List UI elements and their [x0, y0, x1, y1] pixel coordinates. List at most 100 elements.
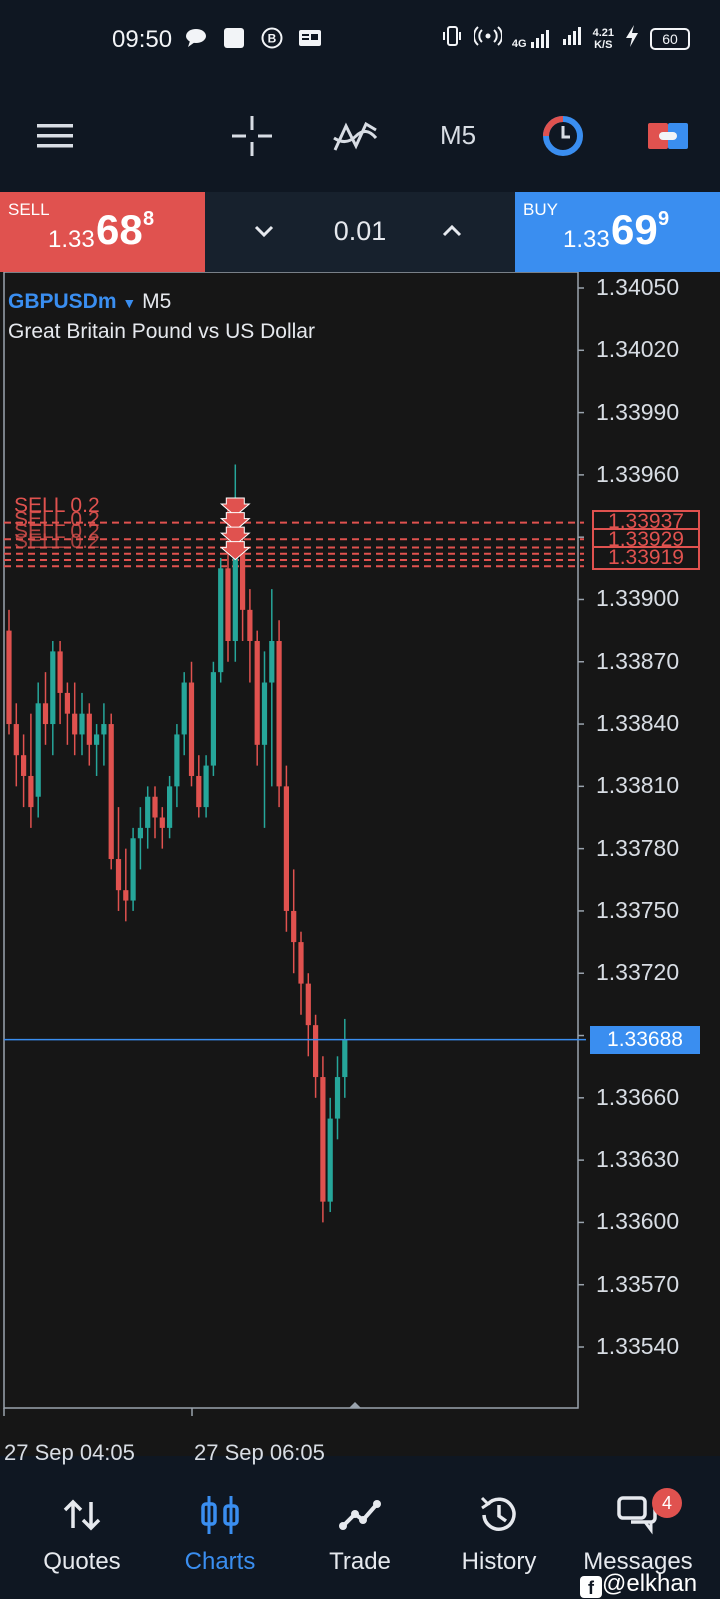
buy-label: BUY: [523, 200, 558, 219]
nav-quotes[interactable]: Quotes: [12, 1482, 152, 1592]
sell-price-pips: 68: [96, 206, 143, 253]
sell-arrow-icon: [219, 512, 251, 532]
y-axis-label: 1.33630: [596, 1146, 680, 1173]
candle-body: [50, 651, 56, 725]
volume-value[interactable]: 0.01: [333, 216, 387, 246]
candle-body: [210, 672, 216, 766]
nav-charts[interactable]: Charts: [150, 1482, 290, 1592]
candle-body: [152, 796, 158, 818]
candle-body: [240, 547, 246, 610]
sell-button[interactable]: SELL 1.33 68 8: [0, 192, 205, 272]
charts-icon: [201, 1496, 239, 1534]
messages-badge: 4: [652, 1488, 682, 1518]
y-axis-label: 1.33570: [596, 1270, 680, 1297]
candle-body: [320, 1077, 326, 1202]
sell-arrow-icon: [219, 526, 251, 546]
signal-4g-icon: 4G: [512, 28, 551, 50]
y-axis-label: 1.33750: [596, 896, 680, 923]
network-speed: 4.21 K/S: [593, 27, 614, 51]
clock-icon[interactable]: [535, 108, 591, 164]
history-icon: [480, 1496, 516, 1531]
crosshair-icon[interactable]: [224, 108, 280, 164]
buy-button[interactable]: BUY 1.33 69 9: [515, 192, 720, 272]
hotspot-icon: [472, 24, 503, 53]
trade-icon: [339, 1500, 381, 1530]
candle-body: [42, 703, 49, 725]
menu-icon[interactable]: [27, 108, 83, 164]
position-price-tag: 1.33919: [592, 546, 700, 570]
candle-body: [86, 713, 92, 745]
candle-body: [21, 755, 27, 776]
symbol-dropdown-icon[interactable]: ▼: [122, 295, 137, 311]
candle-body: [94, 734, 100, 745]
position-label: SELL 0.2: [14, 494, 100, 517]
nav-messages[interactable]: Messages: [568, 1482, 708, 1592]
watermark: f @elkhan: [580, 1570, 697, 1598]
candle-body: [298, 942, 304, 984]
network-speed-value: 4.21: [592, 26, 614, 39]
candle-body: [137, 827, 143, 839]
candle-body: [79, 713, 85, 735]
trade-toggle-icon[interactable]: [640, 108, 696, 164]
volume-increase-icon[interactable]: [437, 216, 467, 246]
candle-body: [159, 817, 165, 828]
volume-decrease-icon[interactable]: [249, 216, 279, 246]
nav-history[interactable]: History: [429, 1482, 569, 1592]
chart-canvas[interactable]: [0, 272, 720, 1456]
nav-label: History: [461, 1548, 537, 1575]
indicators-icon[interactable]: [327, 108, 383, 164]
vibrate-icon: [440, 24, 464, 53]
candle-body: [225, 568, 231, 641]
id-card-icon: [298, 26, 322, 50]
candle-body: [108, 724, 114, 860]
y-axis-label: 1.33960: [596, 460, 680, 487]
candle-body: [342, 1039, 348, 1078]
timeframe-button[interactable]: M5: [440, 120, 477, 150]
candle-body: [261, 682, 268, 745]
y-axis-label: 1.33540: [596, 1333, 680, 1359]
square-notification-icon: [222, 26, 246, 50]
watermark-text: @elkhan: [602, 1570, 698, 1597]
position-label: SELL 0.2: [14, 508, 100, 531]
candle-body: [35, 703, 41, 797]
y-axis-label: 1.33660: [596, 1083, 680, 1110]
y-axis-label: 1.34050: [596, 274, 680, 300]
candle-body: [64, 692, 70, 714]
nav-label: Trade: [329, 1548, 391, 1575]
candle-body: [167, 786, 173, 828]
time-axis-label: 27 Sep 06:05: [194, 1440, 325, 1465]
symbol-name[interactable]: GBPUSDm: [8, 290, 117, 313]
candle-body: [232, 547, 238, 641]
buy-price-prefix: 1.33: [563, 226, 610, 253]
signal-bars-icon: [561, 25, 583, 52]
candle-body: [181, 682, 187, 735]
nav-label: Messages: [583, 1548, 693, 1575]
candle-body: [72, 713, 78, 735]
nav-trade[interactable]: Trade: [290, 1482, 430, 1592]
current-price-tag: 1.33688: [590, 1026, 700, 1054]
price-chart[interactable]: GBPUSDm ▼ M5 Great Britain Pound vs US D…: [0, 272, 720, 1465]
nav-label: Charts: [184, 1548, 256, 1575]
candle-body: [188, 682, 195, 776]
b-circle-icon: B: [260, 26, 284, 50]
symbol-timeframe: M5: [142, 290, 172, 313]
chat-bubble-icon: [184, 26, 208, 50]
candle-body: [174, 734, 180, 787]
sell-price-fraction: 8: [143, 208, 155, 230]
position-label: SELL 0.2: [14, 530, 100, 553]
candle-body: [313, 1025, 319, 1078]
buy-price-fraction: 9: [658, 208, 670, 230]
sell-price-prefix: 1.33: [48, 226, 95, 253]
svg-text:B: B: [268, 32, 277, 46]
y-axis-label: 1.34020: [596, 336, 680, 363]
candle-body: [28, 775, 34, 808]
y-axis-label: 1.33840: [596, 710, 680, 737]
sell-label: SELL: [8, 200, 50, 219]
y-axis-label: 1.33780: [596, 834, 680, 861]
symbol-header: GBPUSDm ▼ M5: [8, 290, 171, 314]
candle-body: [254, 641, 260, 745]
candle-body: [196, 775, 202, 808]
candle-body: [101, 724, 107, 735]
facebook-icon: f: [580, 1576, 602, 1598]
y-axis-label: 1.33900: [596, 585, 680, 612]
